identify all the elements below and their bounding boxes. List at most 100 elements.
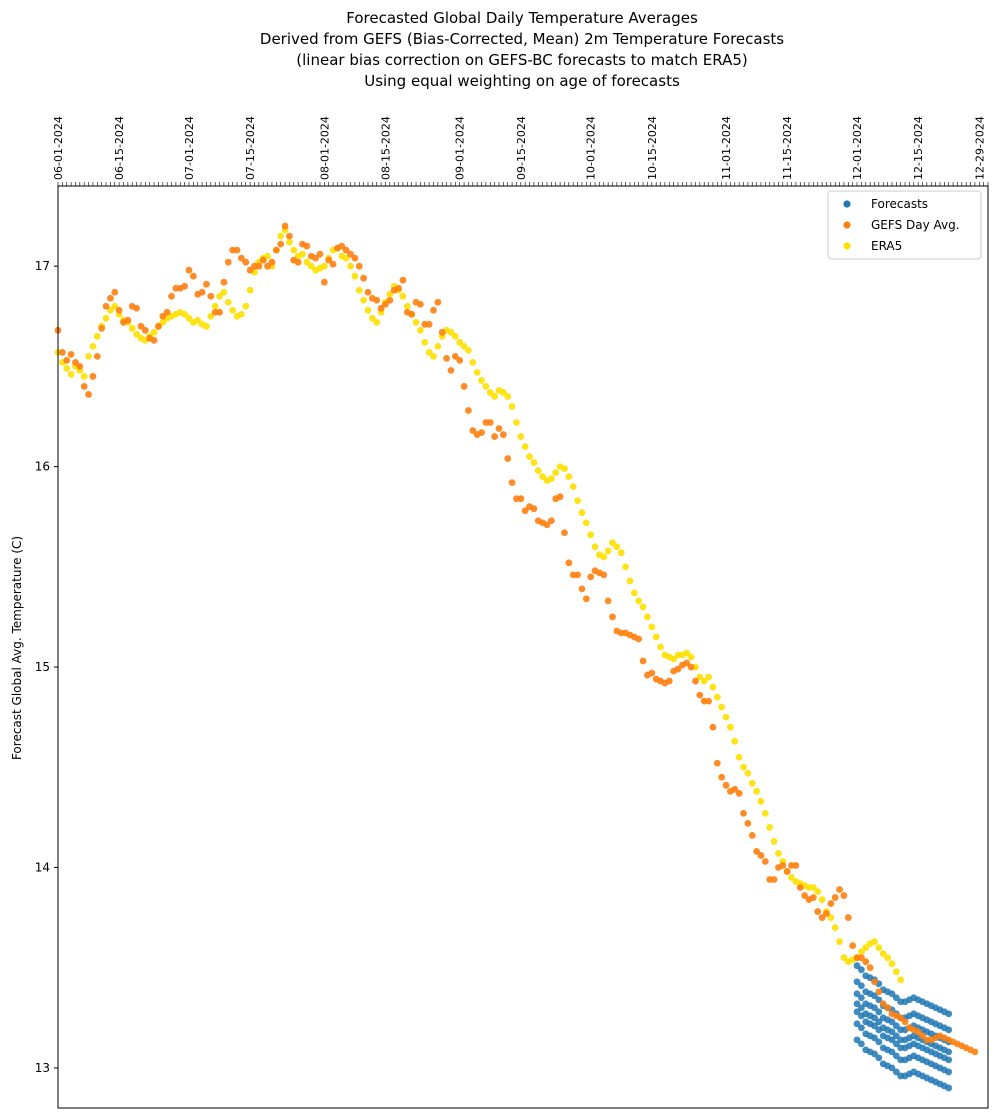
- point-era5: [879, 950, 887, 958]
- point-forecasts: [945, 1010, 953, 1018]
- point-gefs-day-avg: [713, 759, 721, 767]
- point-era5: [399, 292, 407, 300]
- point-era5: [447, 328, 455, 336]
- point-gefs-day-avg: [456, 356, 464, 364]
- point-era5: [416, 326, 424, 334]
- point-gefs-day-avg: [355, 262, 363, 270]
- point-era5: [731, 737, 739, 745]
- point-era5: [465, 346, 472, 354]
- point-era5: [635, 597, 643, 605]
- point-gefs-day-avg: [753, 848, 760, 855]
- point-gefs-day-avg: [504, 455, 512, 462]
- point-forecasts: [888, 1036, 896, 1044]
- point-era5: [347, 262, 354, 270]
- point-gefs-day-avg: [76, 362, 84, 370]
- point-era5: [299, 250, 306, 258]
- point-gefs-day-avg: [443, 354, 450, 362]
- point-era5: [526, 453, 533, 460]
- point-era5: [430, 352, 437, 360]
- y-axis-label: Forecast Global Avg. Temperature (C): [10, 536, 24, 760]
- point-forecasts: [857, 1040, 865, 1048]
- point-gefs-day-avg: [901, 1018, 909, 1026]
- point-era5: [360, 296, 368, 304]
- point-forecasts: [857, 1004, 865, 1012]
- point-era5: [836, 938, 843, 946]
- point-gefs-day-avg: [259, 256, 267, 264]
- point-era5: [473, 369, 481, 376]
- point-era5: [368, 314, 376, 322]
- point-era5: [478, 377, 485, 384]
- point-gefs-day-avg: [779, 862, 787, 869]
- point-gefs-day-avg: [600, 571, 608, 579]
- chart-title: Forecasted Global Daily Temperature Aver…: [260, 9, 784, 90]
- point-gefs-day-avg: [844, 914, 852, 921]
- point-gefs-day-avg: [971, 1048, 979, 1056]
- point-gefs-day-avg: [364, 288, 372, 296]
- point-era5: [875, 944, 883, 952]
- point-gefs-day-avg: [277, 240, 285, 248]
- legend-label: GEFS Day Avg.: [871, 218, 960, 232]
- point-era5: [521, 443, 529, 450]
- point-era5: [709, 683, 717, 691]
- point-era5: [897, 976, 905, 984]
- point-forecasts: [853, 1020, 861, 1028]
- point-gefs-day-avg: [731, 785, 739, 793]
- point-era5: [740, 763, 747, 771]
- point-forecasts: [853, 1000, 861, 1008]
- point-gefs-day-avg: [272, 246, 280, 254]
- point-gefs-day-avg: [233, 246, 241, 254]
- point-era5: [726, 723, 734, 731]
- point-gefs-day-avg: [342, 246, 350, 254]
- point-gefs-day-avg: [242, 258, 250, 266]
- point-gefs-day-avg: [827, 900, 835, 907]
- point-era5: [770, 838, 778, 845]
- point-gefs-day-avg: [58, 348, 66, 356]
- x-tick-label: 11-01-2024: [720, 116, 733, 180]
- point-gefs-day-avg: [609, 613, 616, 621]
- point-era5: [307, 262, 315, 270]
- point-gefs-day-avg: [102, 302, 110, 310]
- point-gefs-day-avg: [329, 260, 337, 268]
- legend-marker: [843, 200, 851, 208]
- point-era5: [128, 324, 136, 332]
- point-gefs-day-avg: [705, 697, 712, 705]
- point-forecasts: [853, 962, 861, 970]
- point-gefs-day-avg: [840, 892, 848, 899]
- x-tick-label: 10-01-2024: [585, 116, 598, 180]
- point-era5: [150, 328, 158, 336]
- legend-marker: [843, 242, 851, 250]
- point-era5: [814, 888, 822, 895]
- point-gefs-day-avg: [770, 876, 778, 883]
- point-gefs-day-avg: [155, 322, 162, 330]
- y-tick-label: 14: [35, 860, 50, 874]
- point-era5: [648, 623, 656, 631]
- title-line-2: Derived from GEFS (Bias-Corrected, Mean)…: [260, 30, 784, 48]
- point-gefs-day-avg: [246, 266, 254, 274]
- point-era5: [639, 603, 647, 611]
- point-era5: [722, 713, 730, 721]
- point-forecasts: [945, 1068, 953, 1076]
- point-era5: [412, 318, 420, 326]
- x-tick-label: 06-01-2024: [52, 116, 65, 180]
- point-era5: [569, 483, 577, 491]
- point-forecasts: [892, 1052, 900, 1060]
- point-gefs-day-avg: [495, 425, 503, 432]
- x-tick-label: 12-29-2024: [973, 116, 986, 180]
- point-gefs-day-avg: [416, 300, 424, 308]
- point-era5: [403, 302, 411, 310]
- point-era5: [491, 393, 499, 400]
- point-gefs-day-avg: [761, 858, 769, 865]
- x-tick-label: 09-01-2024: [454, 116, 467, 180]
- point-era5: [89, 342, 97, 350]
- point-gefs-day-avg: [159, 312, 167, 320]
- point-era5: [775, 850, 782, 857]
- point-forecasts: [871, 1022, 878, 1030]
- point-era5: [696, 673, 704, 681]
- point-forecasts: [888, 990, 896, 998]
- point-forecasts: [871, 1004, 878, 1012]
- title-line-1: Forecasted Global Daily Temperature Aver…: [346, 9, 698, 27]
- point-era5: [508, 403, 516, 410]
- point-gefs-day-avg: [434, 298, 442, 306]
- x-tick-label: 10-15-2024: [646, 116, 659, 180]
- point-era5: [351, 272, 359, 280]
